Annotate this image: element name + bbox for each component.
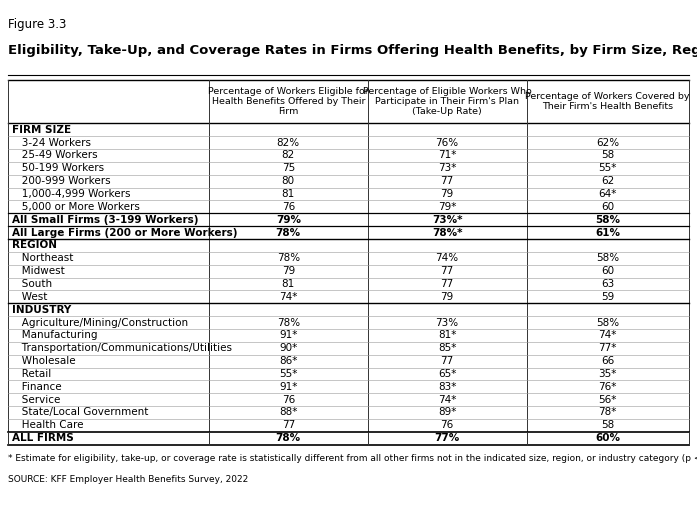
Text: 74%: 74%	[436, 253, 459, 263]
Text: 79: 79	[441, 189, 454, 199]
Text: 79*: 79*	[438, 202, 457, 212]
Text: 58: 58	[601, 420, 614, 430]
Text: 85*: 85*	[438, 343, 457, 353]
Text: 60: 60	[601, 202, 614, 212]
Text: 77*: 77*	[599, 343, 617, 353]
Text: 71*: 71*	[438, 151, 457, 160]
Text: 200-999 Workers: 200-999 Workers	[12, 176, 110, 186]
Text: 78%: 78%	[277, 318, 300, 327]
Text: 73%: 73%	[436, 318, 459, 327]
Text: 76: 76	[282, 202, 295, 212]
Text: 25-49 Workers: 25-49 Workers	[12, 151, 98, 160]
Text: 55*: 55*	[599, 163, 617, 173]
Text: 3-24 Workers: 3-24 Workers	[12, 138, 91, 148]
Text: SOURCE: KFF Employer Health Benefits Survey, 2022: SOURCE: KFF Employer Health Benefits Sur…	[8, 475, 249, 485]
Text: 75: 75	[282, 163, 295, 173]
Text: Percentage of Workers Covered by
Their Firm's Health Benefits: Percentage of Workers Covered by Their F…	[526, 92, 690, 111]
Text: Service: Service	[12, 395, 60, 405]
Text: 91*: 91*	[279, 331, 298, 340]
Text: 82: 82	[282, 151, 295, 160]
Text: ALL FIRMS: ALL FIRMS	[12, 433, 74, 443]
Text: 76*: 76*	[599, 382, 617, 392]
Text: 56*: 56*	[599, 395, 617, 405]
Text: 90*: 90*	[279, 343, 298, 353]
Text: 76: 76	[282, 395, 295, 405]
Text: 58: 58	[601, 151, 614, 160]
Text: West: West	[12, 292, 47, 302]
Text: 78%: 78%	[276, 433, 301, 443]
Text: 79: 79	[282, 266, 295, 276]
Text: Figure 3.3: Figure 3.3	[8, 18, 67, 31]
Text: 66: 66	[601, 356, 614, 366]
Text: 50-199 Workers: 50-199 Workers	[12, 163, 104, 173]
Text: 81: 81	[282, 189, 295, 199]
Text: 61%: 61%	[595, 228, 620, 237]
Text: Wholesale: Wholesale	[12, 356, 75, 366]
Text: State/Local Government: State/Local Government	[12, 408, 148, 417]
Text: All Large Firms (200 or More Workers): All Large Firms (200 or More Workers)	[12, 228, 238, 237]
Text: 91*: 91*	[279, 382, 298, 392]
Text: 63: 63	[601, 279, 614, 289]
Text: 74*: 74*	[438, 395, 457, 405]
Text: 73%*: 73%*	[432, 215, 462, 225]
Text: Percentage of Workers Eligible for
Health Benefits Offered by Their
Firm: Percentage of Workers Eligible for Healt…	[208, 87, 369, 116]
Text: 77: 77	[441, 176, 454, 186]
Text: Midwest: Midwest	[12, 266, 65, 276]
Text: All Small Firms (3-199 Workers): All Small Firms (3-199 Workers)	[12, 215, 199, 225]
Text: 60%: 60%	[595, 433, 620, 443]
Text: INDUSTRY: INDUSTRY	[12, 305, 71, 315]
Text: Finance: Finance	[12, 382, 61, 392]
Text: Percentage of Eligible Workers Who
Participate in Their Firm's Plan
(Take-Up Rat: Percentage of Eligible Workers Who Parti…	[362, 87, 532, 116]
Text: Eligibility, Take-Up, and Coverage Rates in Firms Offering Health Benefits, by F: Eligibility, Take-Up, and Coverage Rates…	[8, 44, 697, 57]
Text: 82%: 82%	[277, 138, 300, 148]
Text: Manufacturing: Manufacturing	[12, 331, 98, 340]
Text: 58%: 58%	[596, 318, 619, 327]
Text: 81*: 81*	[438, 331, 457, 340]
Text: 74*: 74*	[279, 292, 298, 302]
Text: 89*: 89*	[438, 408, 457, 417]
Text: 81: 81	[282, 279, 295, 289]
Text: 88*: 88*	[279, 408, 298, 417]
Text: 1,000-4,999 Workers: 1,000-4,999 Workers	[12, 189, 130, 199]
Text: 79: 79	[441, 292, 454, 302]
Text: South: South	[12, 279, 52, 289]
Text: Transportation/Communications/Utilities: Transportation/Communications/Utilities	[12, 343, 232, 353]
Text: 62%: 62%	[596, 138, 619, 148]
Text: 62: 62	[601, 176, 614, 186]
Text: 74*: 74*	[599, 331, 617, 340]
Text: 77: 77	[441, 356, 454, 366]
Text: 58%: 58%	[595, 215, 620, 225]
Text: 77: 77	[282, 420, 295, 430]
Text: 77%: 77%	[434, 433, 460, 443]
Text: 77: 77	[441, 279, 454, 289]
Text: FIRM SIZE: FIRM SIZE	[12, 125, 71, 135]
Text: 83*: 83*	[438, 382, 457, 392]
Text: REGION: REGION	[12, 241, 57, 250]
Text: 5,000 or More Workers: 5,000 or More Workers	[12, 202, 139, 212]
Text: Northeast: Northeast	[12, 253, 73, 263]
Text: 64*: 64*	[599, 189, 617, 199]
Text: * Estimate for eligibility, take-up, or coverage rate is statistically different: * Estimate for eligibility, take-up, or …	[8, 454, 697, 463]
Text: Retail: Retail	[12, 369, 51, 379]
Text: Agriculture/Mining/Construction: Agriculture/Mining/Construction	[12, 318, 188, 327]
Text: 80: 80	[282, 176, 295, 186]
Text: 76%: 76%	[436, 138, 459, 148]
Text: 86*: 86*	[279, 356, 298, 366]
Text: 79%: 79%	[276, 215, 301, 225]
Text: 73*: 73*	[438, 163, 457, 173]
Text: 78%: 78%	[277, 253, 300, 263]
Text: 78*: 78*	[599, 408, 617, 417]
Text: 78%*: 78%*	[432, 228, 462, 237]
Text: 58%: 58%	[596, 253, 619, 263]
Text: 76: 76	[441, 420, 454, 430]
Text: 60: 60	[601, 266, 614, 276]
Text: 65*: 65*	[438, 369, 457, 379]
Text: Health Care: Health Care	[12, 420, 84, 430]
Text: 55*: 55*	[279, 369, 298, 379]
Text: 35*: 35*	[599, 369, 617, 379]
Text: 59: 59	[601, 292, 614, 302]
Text: 78%: 78%	[276, 228, 301, 237]
Text: 77: 77	[441, 266, 454, 276]
